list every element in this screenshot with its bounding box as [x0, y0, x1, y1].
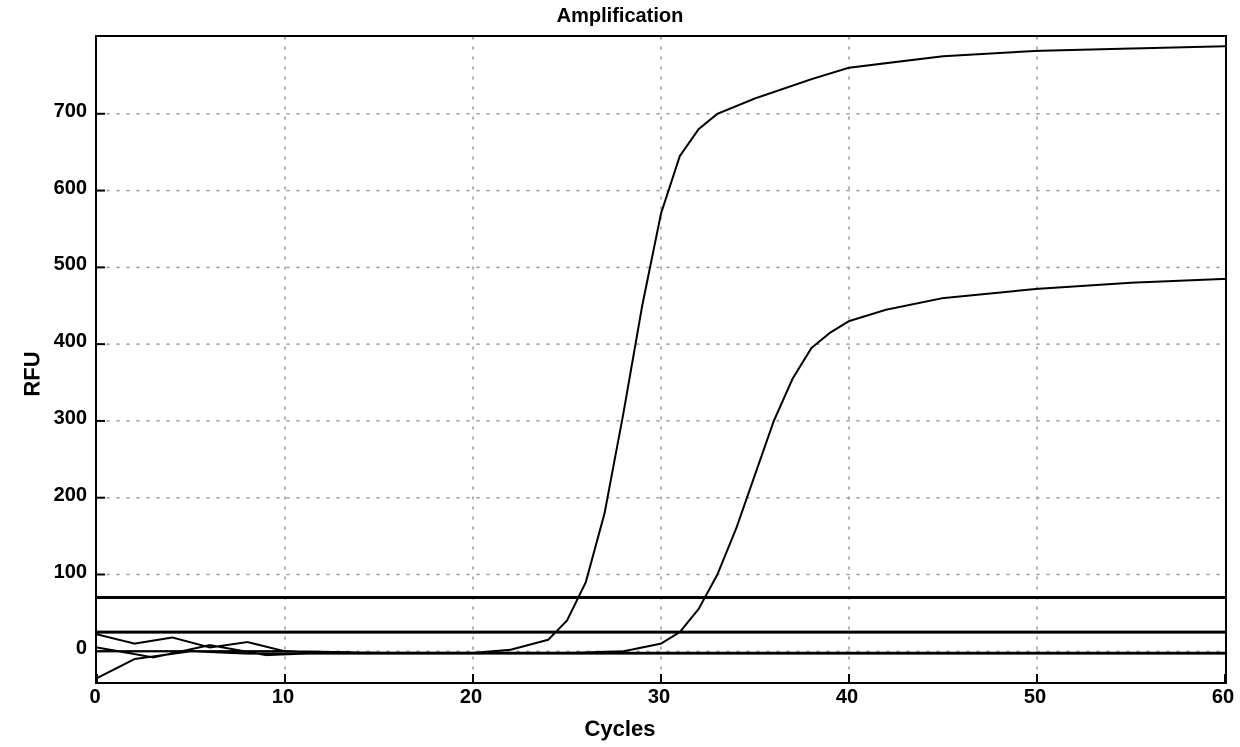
amplification-chart: Amplification RFU Cycles 010020030040050… [0, 0, 1240, 747]
x-axis-label: Cycles [585, 716, 656, 742]
x-tick-label: 40 [827, 686, 867, 709]
y-tick-label: 700 [37, 100, 87, 123]
y-tick-label: 600 [37, 177, 87, 200]
x-tick-label: 0 [75, 686, 115, 709]
plot-area [95, 35, 1227, 684]
x-tick-label: 50 [1015, 686, 1055, 709]
y-tick-label: 100 [37, 561, 87, 584]
chart-svg [97, 37, 1225, 682]
y-tick-label: 400 [37, 330, 87, 353]
x-tick-label: 30 [639, 686, 679, 709]
y-tick-label: 500 [37, 253, 87, 276]
y-tick-label: 0 [37, 637, 87, 660]
y-tick-label: 300 [37, 407, 87, 430]
chart-title: Amplification [557, 5, 684, 28]
y-tick-label: 200 [37, 484, 87, 507]
x-tick-label: 20 [451, 686, 491, 709]
x-tick-label: 60 [1203, 686, 1240, 709]
y-axis-label: RFU [20, 351, 46, 396]
x-tick-label: 10 [263, 686, 303, 709]
